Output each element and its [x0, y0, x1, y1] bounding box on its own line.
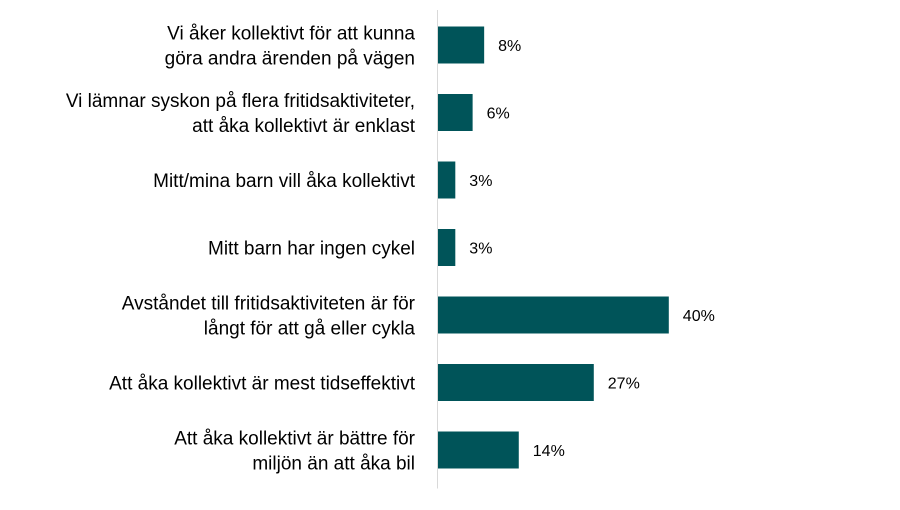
category-label-1-line-1: Vi åker kollektivt för att kunna: [167, 24, 415, 45]
data-label-5: 40%: [683, 308, 715, 325]
category-label-5-line-1: Avståndet till fritidsaktiviteten är för: [122, 294, 416, 315]
category-label-2-line-2: att åka kollektivt är enklast: [192, 116, 416, 137]
category-label-3: Mitt/mina barn vill åka kollektivt: [153, 171, 416, 192]
data-label-1: 8%: [498, 38, 521, 55]
category-label-7-line-1: Att åka kollektivt är bättre för: [174, 429, 415, 450]
bar-3: [438, 161, 456, 199]
category-label-2-line-1: Vi lämnar syskon på flera fritidsaktivit…: [66, 91, 415, 112]
bar-6: [438, 364, 594, 401]
category-label-7-line-2: miljön än att åka bil: [252, 454, 415, 475]
data-label-2: 6%: [487, 106, 510, 123]
category-label-5-line-2: långt för att gå eller cykla: [204, 319, 416, 340]
bar-5: [438, 296, 669, 334]
data-label-3: 3%: [469, 173, 492, 190]
data-label-4: 3%: [469, 241, 492, 258]
data-label-6: 27%: [608, 376, 640, 393]
data-label-7: 14%: [533, 443, 565, 460]
bar-7: [438, 431, 519, 469]
bar-4: [438, 229, 456, 266]
bar-2: [438, 94, 473, 131]
category-label-4: Mitt barn har ingen cykel: [208, 239, 415, 260]
category-label-6: Att åka kollektivt är mest tidseffektivt: [109, 374, 416, 395]
category-label-1-line-2: göra andra ärenden på vägen: [165, 49, 415, 70]
bar-1: [438, 26, 485, 64]
